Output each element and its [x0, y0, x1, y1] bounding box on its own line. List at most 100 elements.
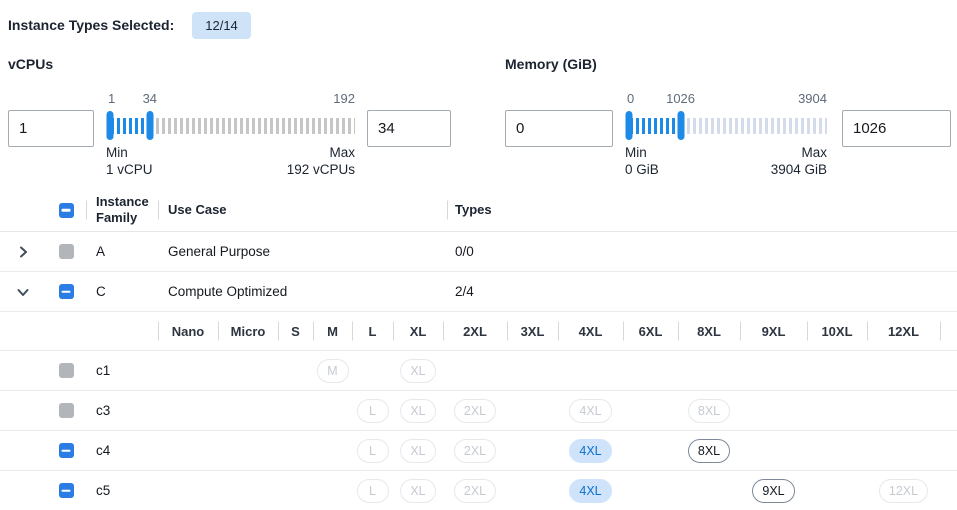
vcpus-min-label: Min — [106, 145, 128, 160]
instance-row-c1: c1 M XL — [0, 351, 957, 391]
family-types-count: 2/4 — [455, 284, 474, 299]
table-header-row: Instance Family Use Case Types — [0, 189, 957, 232]
vcpus-slider-min-handle[interactable] — [106, 111, 114, 140]
size-column-9xl: 9XL — [740, 312, 807, 350]
size-badge-9xl[interactable]: 9XL — [752, 478, 795, 503]
vcpus-filter: vCPUs 1 34 192 Min 1 vCPU — [8, 56, 451, 178]
size-column-m: M — [313, 312, 352, 350]
memory-max-label: Max — [801, 145, 827, 160]
instance-name: c4 — [96, 443, 111, 458]
size-column-2xl: 2XL — [443, 312, 507, 350]
memory-min-caption: Min 0 GiB — [625, 144, 659, 178]
vcpus-slider-inactive-range — [155, 118, 355, 134]
instance-name: c3 — [96, 403, 111, 418]
column-header-use-case: Use Case — [158, 189, 447, 231]
memory-min-detail: 0 GiB — [625, 162, 659, 177]
selection-count-badge: 12/14 — [192, 11, 251, 39]
column-header-types: Types — [447, 189, 957, 231]
size-badge-xl: XL — [400, 438, 436, 463]
size-column-nano: Nano — [158, 312, 218, 350]
vcpus-title: vCPUs — [8, 56, 54, 72]
memory-slider-track[interactable] — [625, 110, 827, 141]
memory-max-caption: Max 3904 GiB — [771, 144, 827, 178]
vcpus-scale-high: 192 — [333, 91, 355, 106]
select-all-checkbox[interactable] — [58, 202, 74, 218]
family-c-checkbox[interactable] — [58, 284, 74, 299]
vcpus-min-input[interactable] — [8, 110, 94, 147]
size-badge-4xl[interactable]: 4XL — [569, 478, 612, 503]
instance-c1-checkbox — [58, 363, 74, 378]
instance-c5-checkbox[interactable] — [58, 483, 74, 498]
vcpus-scale-low: 1 — [108, 91, 116, 106]
vcpus-slider-active-range — [111, 118, 146, 134]
family-name: C — [96, 284, 106, 299]
size-badge-l: L — [356, 478, 389, 503]
vcpus-slider: 1 34 192 Min 1 vCPU Max — [106, 91, 355, 178]
size-badge-8xl[interactable]: 8XL — [687, 438, 731, 463]
size-column-4xl: 4XL — [558, 312, 623, 350]
size-badge-4xl: 4XL — [569, 398, 612, 423]
memory-scale-low: 0 — [627, 91, 635, 106]
vcpus-min-detail: 1 vCPU — [106, 162, 153, 177]
family-row-a: A General Purpose 0/0 — [0, 232, 957, 272]
family-row-c: C Compute Optimized 2/4 — [0, 272, 957, 312]
size-badge-l: L — [356, 398, 389, 423]
size-badge-2xl: 2XL — [453, 398, 497, 423]
instance-name: c5 — [96, 483, 111, 498]
memory-slider-scale: 0 1026 3904 — [625, 91, 827, 110]
instance-c4-checkbox[interactable] — [58, 443, 74, 458]
memory-filter: Memory (GiB) 0 1026 3904 Min — [505, 56, 957, 178]
size-badge-m: M — [316, 358, 349, 383]
instance-row-c3: c3 L XL 2XL 4XL 8XL — [0, 391, 957, 431]
vcpus-slider-track[interactable] — [106, 110, 355, 141]
expand-chevron-right-icon[interactable] — [16, 245, 30, 259]
vcpus-max-detail: 192 vCPUs — [286, 162, 355, 177]
size-badge-xl: XL — [400, 358, 436, 383]
size-column-10xl: 10XL — [807, 312, 867, 350]
vcpus-max-input[interactable] — [367, 110, 451, 147]
memory-max-detail: 3904 GiB — [770, 162, 827, 177]
memory-min-input[interactable] — [505, 110, 613, 147]
size-badge-xl: XL — [400, 478, 436, 503]
family-name: A — [96, 244, 106, 259]
size-column-s: S — [278, 312, 313, 350]
family-a-checkbox — [58, 244, 74, 259]
size-column-xl: XL — [393, 312, 443, 350]
size-badge-12xl: 12XL — [878, 478, 929, 503]
instance-name: c1 — [96, 363, 111, 378]
memory-max-input[interactable] — [842, 110, 951, 147]
memory-slider-min-handle[interactable] — [625, 111, 633, 140]
size-column-12xl: 12XL — [867, 312, 940, 350]
size-badge-8xl: 8XL — [687, 398, 731, 423]
memory-scale-high: 3904 — [798, 91, 827, 106]
instance-c3-checkbox — [58, 403, 74, 418]
vcpus-scale-current: 34 — [142, 91, 158, 106]
memory-slider-max-handle[interactable] — [677, 111, 685, 140]
size-column-micro: Micro — [218, 312, 278, 350]
instance-row-c5: c5 L XL 2XL 4XL 9XL 12XL — [0, 471, 957, 510]
vcpus-slider-scale: 1 34 192 — [106, 91, 355, 110]
selection-summary: Instance Types Selected: 12/14 — [8, 10, 251, 40]
memory-scale-current: 1026 — [666, 91, 696, 106]
instance-family-table: Instance Family Use Case Types A General… — [0, 189, 957, 510]
size-badge-2xl: 2XL — [453, 438, 497, 463]
size-badge-2xl: 2XL — [453, 478, 497, 503]
vcpus-max-label: Max — [329, 145, 355, 160]
vcpus-slider-max-handle[interactable] — [146, 111, 154, 140]
family-use-case: General Purpose — [168, 244, 271, 259]
family-use-case: Compute Optimized — [168, 284, 288, 299]
memory-title: Memory (GiB) — [505, 56, 597, 72]
selection-summary-label: Instance Types Selected: — [8, 17, 175, 33]
size-badge-4xl[interactable]: 4XL — [569, 438, 612, 463]
size-header-row: Nano Micro S M L XL 2XL 3XL 4XL 6XL 8XL … — [0, 312, 957, 351]
expand-chevron-down-icon[interactable] — [16, 285, 30, 299]
memory-min-label: Min — [625, 145, 647, 160]
size-column-l: L — [352, 312, 393, 350]
size-column-6xl: 6XL — [623, 312, 678, 350]
family-types-count: 0/0 — [455, 244, 474, 259]
memory-slider: 0 1026 3904 Min 0 GiB Max — [625, 91, 827, 178]
vcpus-min-caption: Min 1 vCPU — [106, 144, 153, 178]
instance-row-c4: c4 L XL 2XL 4XL 8XL — [0, 431, 957, 471]
vcpus-max-caption: Max 192 vCPUs — [287, 144, 355, 178]
